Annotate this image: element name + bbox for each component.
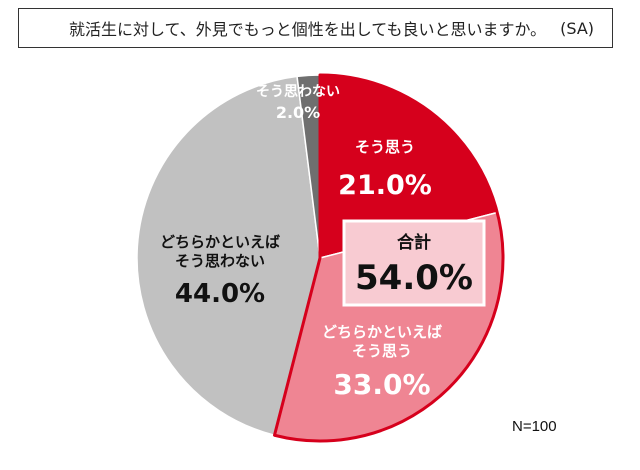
- slice-value-2: 44.0%: [175, 279, 265, 309]
- highlight-outline: [272, 73, 505, 443]
- question-tag: (SA): [560, 18, 595, 38]
- slice-value-3: 2.0%: [276, 103, 320, 122]
- slice-label-0-line-0: そう思う: [355, 138, 415, 156]
- slice-value-1: 33.0%: [333, 368, 430, 401]
- sample-size-label: N=100: [512, 418, 557, 435]
- slice-label-2-line-1: そう思わない: [175, 252, 265, 270]
- total-box-label: 合計: [397, 232, 431, 253]
- slice-value-0: 21.0%: [338, 170, 432, 201]
- total-box-value: 54.0%: [355, 258, 473, 298]
- question-box: 就活生に対して、外見でもっと個性を出しても良いと思いますか。 (SA): [18, 8, 613, 48]
- pie-slice-2: [136, 75, 321, 437]
- total-box: [342, 219, 486, 307]
- slice-label-2-line-0: どちらかといえば: [160, 233, 280, 251]
- slice-label-1-line-1: そう思う: [352, 342, 412, 360]
- question-text: 就活生に対して、外見でもっと個性を出しても良いと思いますか。: [69, 20, 547, 39]
- slice-label-1-line-0: どちらかといえば: [322, 323, 442, 341]
- slice-label-3-line-0: そう思わない: [256, 84, 340, 100]
